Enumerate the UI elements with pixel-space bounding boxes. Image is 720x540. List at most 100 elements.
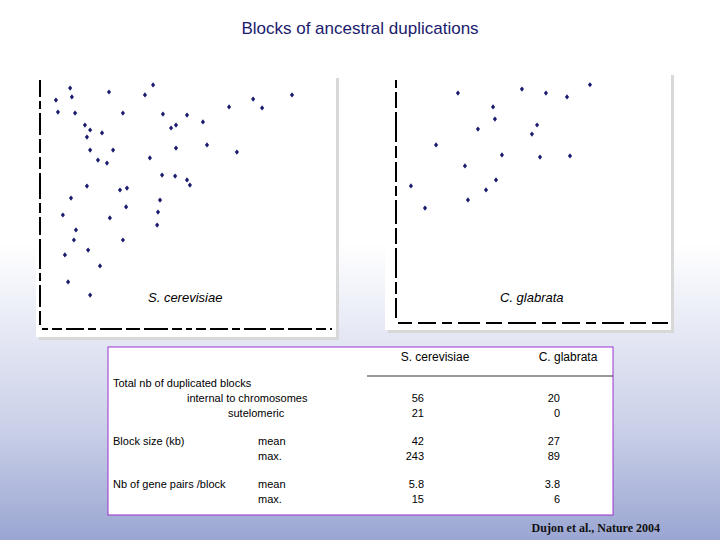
point [56,109,60,114]
point [434,142,438,147]
point [66,279,70,284]
header-rule [367,375,613,376]
point [74,227,78,232]
point [73,110,77,115]
cell-value: 3.8 [545,478,560,490]
row-label: mean [258,435,286,447]
cell-value: 21 [412,407,424,419]
x-axis [398,322,668,324]
point [107,89,111,94]
point [160,172,164,177]
point [156,209,160,214]
point [69,195,73,200]
point [174,146,178,151]
point [148,155,152,160]
point [61,212,65,217]
page-title: Blocks of ancestral duplications [241,19,478,38]
point [105,160,109,165]
row-label: max. [258,493,282,505]
point [96,158,100,163]
point [544,90,548,95]
point [520,86,524,91]
point [494,177,498,182]
point [70,94,74,99]
point [85,134,89,139]
point [201,119,205,124]
group-label: Nb of gene pairs /block [113,478,226,490]
points [54,82,294,297]
cell-value: 89 [548,450,560,462]
cell-value: 0 [554,407,560,419]
point [409,183,413,188]
point [491,104,495,109]
citation: Dujon et al., Nature 2004 [532,521,660,535]
page: Blocks of ancestral duplications S. cerev… [0,0,720,540]
point [235,149,239,154]
point [85,183,89,188]
point [484,187,488,192]
point [158,197,162,202]
point [169,125,173,130]
cell-value: 5.8 [409,478,424,490]
y-axis [395,80,397,318]
point [143,92,147,97]
panel [36,75,336,337]
y-axis [39,80,41,325]
cell-value: 27 [548,435,560,447]
point [98,263,102,268]
cell-value: 6 [554,493,560,505]
point [125,185,129,190]
point [568,153,572,158]
point [466,197,470,202]
point [72,237,76,242]
panel [385,72,671,330]
point [185,177,189,182]
point [108,215,112,220]
row-label: mean [258,478,286,490]
point [456,90,460,95]
column-header: S. cerevisiae [401,350,470,364]
point [161,111,165,116]
point [174,122,178,127]
point [88,127,92,132]
point [476,126,480,131]
point [530,131,534,136]
chart-label: S. cerevisiae [148,290,222,305]
point [63,252,67,257]
point [493,116,497,121]
point [290,92,294,97]
group-label: Total nb of duplicated blocks [113,377,252,389]
row-label: internal to chromosomes [187,392,308,404]
column-header: C. glabrata [539,350,598,364]
point [111,147,115,152]
point [68,85,72,90]
x-axis [42,328,332,330]
cell-value: 56 [412,392,424,404]
cell-value: 15 [412,493,424,505]
point [463,163,467,168]
chart-label: C. glabrata [500,290,564,305]
point [588,82,592,87]
point [188,183,192,188]
point [124,204,128,209]
point [260,105,264,110]
point [538,155,542,160]
point [54,97,58,102]
cell-value: 243 [406,450,424,462]
point [88,147,92,152]
point [423,205,427,210]
point [100,130,104,135]
point [251,97,255,102]
point [535,122,539,127]
group-label: Block size (kb) [113,435,185,447]
point [500,152,504,157]
row-label: sutelomeric [228,407,285,419]
row-label: max. [258,450,282,462]
point [86,247,90,252]
point [121,237,125,242]
point [88,293,92,298]
point [118,187,122,192]
table-frame [108,347,613,515]
point [185,112,189,117]
point [83,122,87,127]
